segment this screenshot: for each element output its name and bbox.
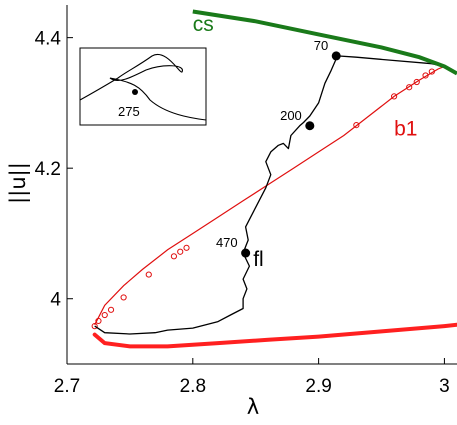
b1-marker	[406, 84, 413, 91]
series-cs-line	[192, 9, 457, 76]
series-label-cs: cs	[193, 13, 214, 36]
series-label-fl: fl	[253, 248, 264, 271]
y-tick-label: 4.4	[35, 29, 62, 50]
b1-marker	[95, 317, 102, 325]
inset-frame	[79, 47, 207, 126]
x-tick-label: 2.7	[54, 376, 80, 397]
x-tick-label: 2.8	[180, 376, 206, 397]
b1-marker	[422, 72, 429, 79]
plot-area: 70 200 470 cs b1 fl	[66, 5, 457, 365]
x-tick-label: 3	[439, 376, 450, 397]
b1-marker	[170, 253, 178, 260]
axis-ticks: 2.7 2.8 2.9 3 4 4.2 4.4	[35, 29, 450, 397]
b1-marker	[145, 271, 152, 278]
b1-marker	[107, 306, 115, 313]
b1-marker	[353, 122, 360, 129]
inset-point-marker	[132, 89, 138, 95]
b1-marker	[91, 323, 98, 330]
b1-marker	[390, 93, 398, 100]
b1-marker	[120, 294, 127, 301]
series-b1-lower-line	[92, 322, 457, 349]
x-tick-label: 2.9	[305, 376, 331, 397]
inset-panel: 275	[79, 47, 207, 126]
inset-curve	[79, 53, 207, 121]
x-axis-label: λ	[247, 395, 259, 419]
point-label: 70	[314, 38, 328, 53]
y-tick-label: 4	[50, 290, 61, 311]
labelled-point-marker	[241, 248, 251, 258]
series-b1-line	[94, 65, 445, 326]
b1-marker	[183, 244, 190, 251]
b1-marker	[101, 311, 108, 319]
b1-marker	[177, 248, 184, 255]
b1-marker	[428, 68, 435, 75]
labelled-point-marker	[331, 51, 341, 61]
labelled-point-marker	[305, 121, 315, 131]
b1-marker	[413, 78, 420, 86]
inset-point-label: 275	[118, 104, 140, 119]
series-label-b1: b1	[394, 118, 417, 141]
y-tick-label: 4.2	[35, 159, 61, 180]
point-label: 200	[280, 108, 302, 123]
series-fl-line	[94, 55, 445, 335]
point-label: 470	[216, 235, 238, 250]
y-axis-label: ||u||	[6, 162, 31, 204]
